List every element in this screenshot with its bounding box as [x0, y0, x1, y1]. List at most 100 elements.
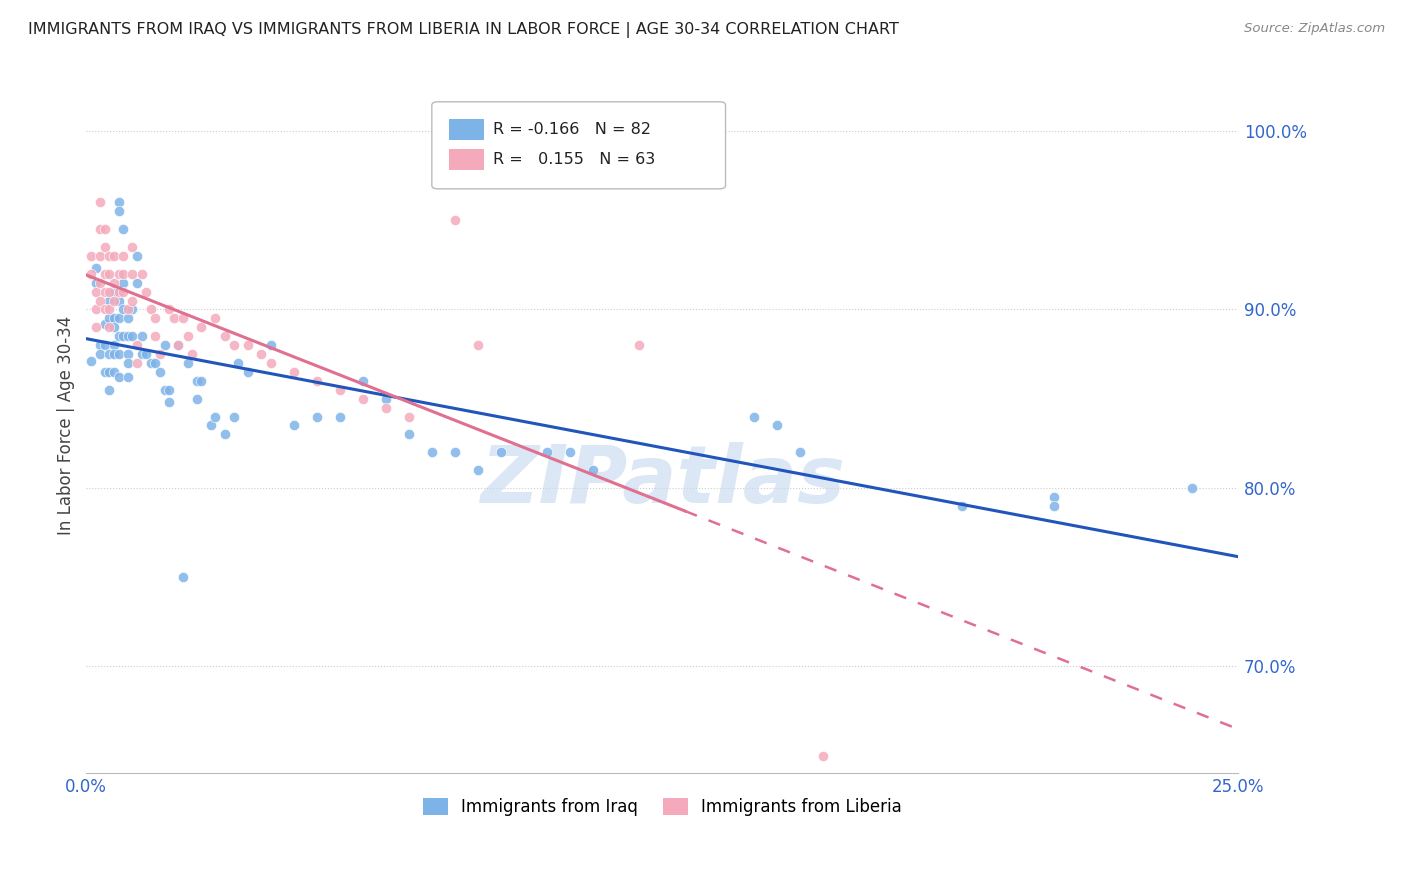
Point	[98, 285, 121, 299]
Point	[259, 356, 281, 370]
Point	[107, 204, 129, 219]
Point	[489, 445, 512, 459]
Point	[103, 365, 125, 379]
Point	[89, 222, 111, 236]
Point	[200, 418, 222, 433]
Point	[93, 365, 115, 379]
Point	[222, 409, 245, 424]
Point	[103, 293, 125, 308]
Point	[181, 347, 204, 361]
Point	[135, 347, 157, 361]
Point	[157, 383, 180, 397]
Point	[89, 347, 111, 361]
Point	[467, 338, 489, 352]
Point	[145, 356, 167, 370]
Text: IMMIGRANTS FROM IRAQ VS IMMIGRANTS FROM LIBERIA IN LABOR FORCE | AGE 30-34 CORRE: IMMIGRANTS FROM IRAQ VS IMMIGRANTS FROM …	[28, 22, 898, 38]
Text: R = -0.166   N = 82: R = -0.166 N = 82	[494, 122, 651, 137]
Point	[153, 383, 176, 397]
Point	[84, 320, 107, 334]
Point	[121, 329, 143, 343]
Point	[329, 383, 352, 397]
Point	[176, 329, 198, 343]
Point	[131, 267, 153, 281]
Point	[107, 311, 129, 326]
Point	[93, 267, 115, 281]
Point	[103, 311, 125, 326]
Text: ZIPatlas: ZIPatlas	[479, 442, 845, 520]
Point	[558, 445, 581, 459]
Point	[107, 267, 129, 281]
Point	[135, 285, 157, 299]
Point	[204, 409, 226, 424]
Point	[121, 293, 143, 308]
Point	[98, 347, 121, 361]
Point	[214, 427, 236, 442]
Point	[163, 311, 186, 326]
Point	[121, 240, 143, 254]
Point	[157, 395, 180, 409]
Y-axis label: In Labor Force | Age 30-34: In Labor Force | Age 30-34	[58, 316, 75, 535]
FancyBboxPatch shape	[432, 102, 725, 189]
Point	[145, 311, 167, 326]
Point	[117, 302, 139, 317]
Point	[190, 320, 212, 334]
Point	[628, 338, 651, 352]
Point	[117, 311, 139, 326]
Point	[125, 276, 148, 290]
Point	[259, 338, 281, 352]
Point	[112, 267, 135, 281]
Point	[117, 356, 139, 370]
Point	[283, 365, 305, 379]
Point	[744, 409, 766, 424]
Point	[398, 409, 420, 424]
FancyBboxPatch shape	[449, 149, 484, 170]
Point	[214, 329, 236, 343]
Point	[186, 392, 208, 406]
Point	[172, 570, 194, 584]
Point	[107, 195, 129, 210]
Point	[1043, 499, 1066, 513]
Point	[89, 293, 111, 308]
Point	[1181, 481, 1204, 495]
Point	[103, 276, 125, 290]
Point	[305, 374, 328, 388]
FancyBboxPatch shape	[449, 120, 484, 140]
Point	[107, 285, 129, 299]
Point	[98, 267, 121, 281]
Point	[107, 329, 129, 343]
Point	[112, 276, 135, 290]
Point	[374, 401, 396, 415]
Point	[103, 320, 125, 334]
Point	[98, 249, 121, 263]
Point	[329, 409, 352, 424]
Point	[186, 374, 208, 388]
Point	[93, 302, 115, 317]
Point	[89, 249, 111, 263]
Point	[374, 392, 396, 406]
Point	[352, 392, 374, 406]
Point	[149, 347, 172, 361]
Point	[204, 311, 226, 326]
Point	[145, 329, 167, 343]
Point	[98, 383, 121, 397]
Point	[153, 338, 176, 352]
Point	[467, 463, 489, 477]
Point	[84, 285, 107, 299]
Point	[112, 222, 135, 236]
Point	[93, 338, 115, 352]
Point	[117, 347, 139, 361]
Point	[950, 499, 973, 513]
Point	[420, 445, 443, 459]
Point	[107, 293, 129, 308]
Point	[117, 370, 139, 384]
Point	[305, 409, 328, 424]
Point	[536, 445, 558, 459]
Point	[236, 338, 259, 352]
Point	[93, 285, 115, 299]
Point	[93, 240, 115, 254]
Point	[98, 311, 121, 326]
Point	[582, 463, 605, 477]
Point	[84, 261, 107, 276]
Point	[131, 347, 153, 361]
Point	[93, 222, 115, 236]
